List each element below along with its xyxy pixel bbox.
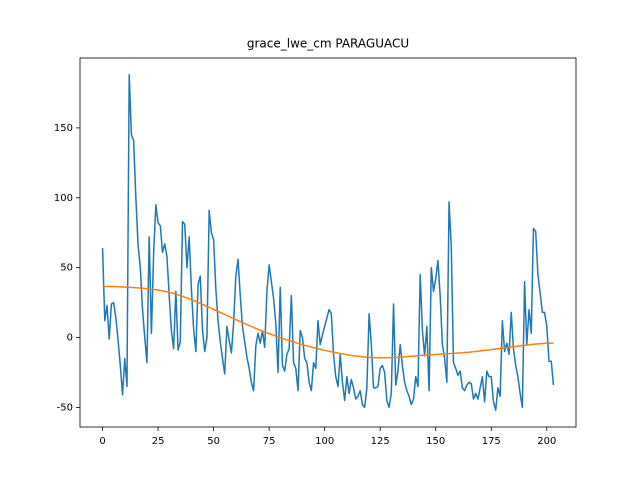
x-tick-label: 150 xyxy=(426,436,445,447)
data-line xyxy=(102,285,554,359)
x-tick-label: 75 xyxy=(263,436,276,447)
y-tick-label: 100 xyxy=(54,193,73,204)
x-tick-label: 125 xyxy=(371,436,390,447)
y-tick-label: 150 xyxy=(54,123,73,134)
x-tick-label: 100 xyxy=(315,436,334,447)
chart-title: grace_lwe_cm PARAGUACU xyxy=(247,37,409,51)
data-line xyxy=(101,74,555,411)
y-tick-label: 50 xyxy=(60,263,73,274)
y-tick-label: -50 xyxy=(57,402,73,413)
x-tick-label: 50 xyxy=(207,436,220,447)
x-tick-label: 0 xyxy=(99,436,105,447)
plot-frame xyxy=(79,57,577,428)
x-tick-label: 25 xyxy=(152,436,165,447)
x-tick-label: 200 xyxy=(537,436,556,447)
y-tick-label: 0 xyxy=(67,333,73,344)
x-tick-label: 175 xyxy=(482,436,501,447)
